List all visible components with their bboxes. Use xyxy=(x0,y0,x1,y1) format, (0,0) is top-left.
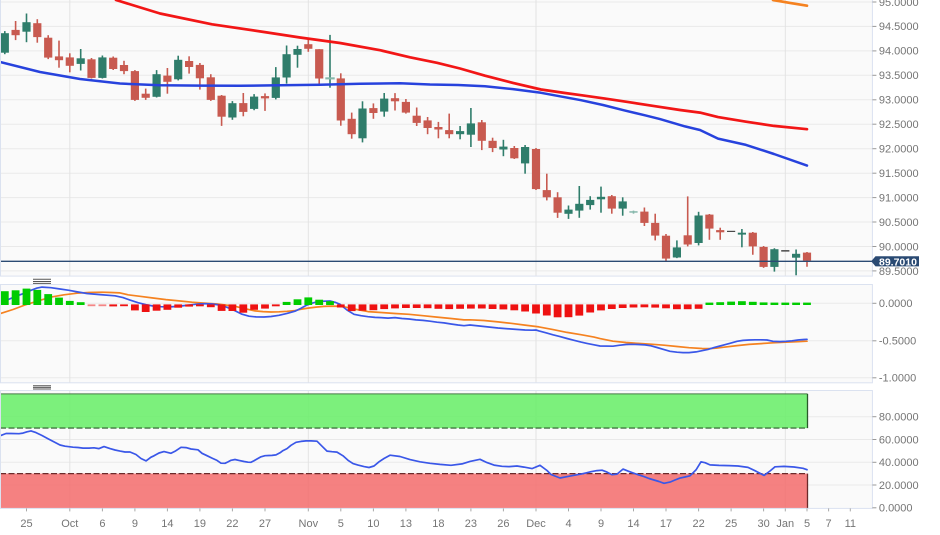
svg-text:14: 14 xyxy=(161,518,173,530)
svg-text:4: 4 xyxy=(565,518,571,530)
svg-text:-1.0000: -1.0000 xyxy=(879,373,916,385)
svg-text:6: 6 xyxy=(99,518,105,530)
svg-text:10: 10 xyxy=(367,518,379,530)
svg-text:14: 14 xyxy=(627,518,639,530)
svg-text:Dec: Dec xyxy=(526,518,546,530)
svg-text:20.0000: 20.0000 xyxy=(879,480,919,492)
svg-text:11: 11 xyxy=(845,518,856,530)
svg-text:5: 5 xyxy=(338,518,344,530)
svg-text:90.0000: 90.0000 xyxy=(879,241,919,253)
svg-text:7: 7 xyxy=(826,518,832,530)
svg-text:Jan: Jan xyxy=(776,518,794,530)
svg-text:92.5000: 92.5000 xyxy=(879,119,919,131)
svg-text:93.0000: 93.0000 xyxy=(879,95,919,107)
svg-text:Oct: Oct xyxy=(61,518,78,530)
svg-text:89.5000: 89.5000 xyxy=(879,266,919,278)
svg-text:9: 9 xyxy=(132,518,138,530)
svg-text:22: 22 xyxy=(226,518,238,530)
svg-text:93.5000: 93.5000 xyxy=(879,70,919,82)
svg-text:23: 23 xyxy=(465,518,477,530)
svg-text:Nov: Nov xyxy=(299,518,319,530)
svg-text:94.5000: 94.5000 xyxy=(879,21,919,33)
svg-text:9: 9 xyxy=(598,518,604,530)
svg-text:0.0000: 0.0000 xyxy=(879,503,913,515)
svg-text:30: 30 xyxy=(757,518,769,530)
svg-text:25: 25 xyxy=(20,518,32,530)
svg-text:22: 22 xyxy=(692,518,704,530)
svg-text:17: 17 xyxy=(660,518,672,530)
svg-text:-0.5000: -0.5000 xyxy=(879,336,916,348)
svg-text:90.5000: 90.5000 xyxy=(879,217,919,229)
svg-text:60.0000: 60.0000 xyxy=(879,434,919,446)
svg-text:27: 27 xyxy=(259,518,271,530)
svg-text:13: 13 xyxy=(400,518,412,530)
svg-text:91.0000: 91.0000 xyxy=(879,192,919,204)
svg-text:91.5000: 91.5000 xyxy=(879,168,919,180)
svg-text:5: 5 xyxy=(804,518,810,530)
svg-text:40.0000: 40.0000 xyxy=(879,457,919,469)
svg-text:26: 26 xyxy=(497,518,509,530)
svg-text:80.0000: 80.0000 xyxy=(879,412,919,424)
svg-text:94.0000: 94.0000 xyxy=(879,46,919,58)
svg-text:89.7010: 89.7010 xyxy=(879,256,917,268)
svg-text:0.0000: 0.0000 xyxy=(879,298,913,310)
svg-text:95.0000: 95.0000 xyxy=(879,0,919,9)
svg-text:92.0000: 92.0000 xyxy=(879,144,919,156)
svg-text:19: 19 xyxy=(194,518,206,530)
svg-text:18: 18 xyxy=(432,518,444,530)
svg-text:25: 25 xyxy=(725,518,737,530)
